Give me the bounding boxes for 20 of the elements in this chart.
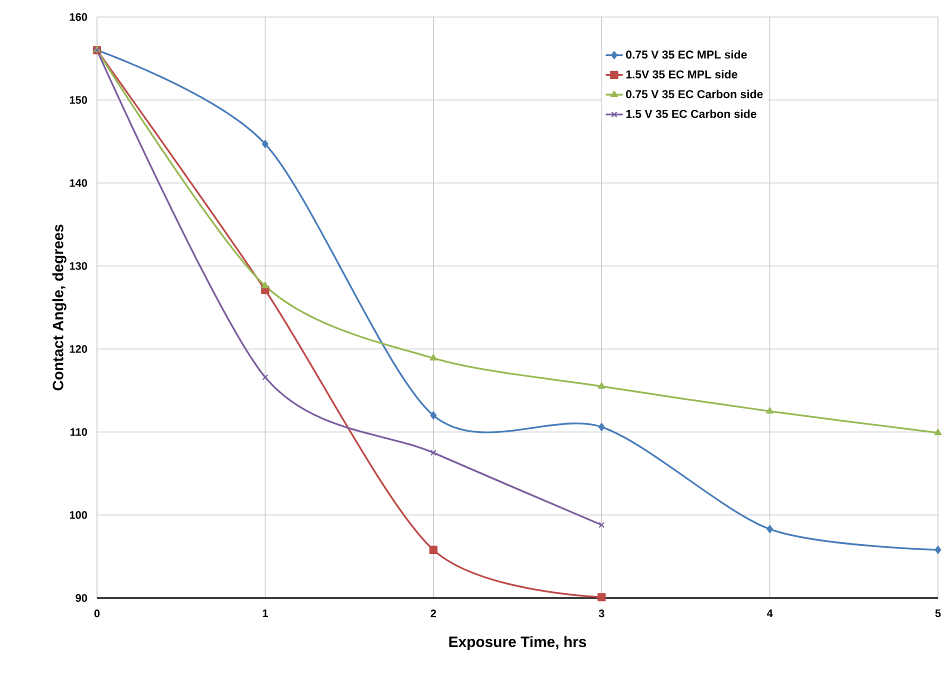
y-tick-label: 120: [70, 345, 88, 353]
y-tick-label: 140: [70, 179, 88, 187]
legend-label: 0.75 V 35 EC MPL side: [626, 50, 747, 59]
y-tick-label: 90: [76, 594, 88, 602]
x-tick-label: 3: [598, 610, 604, 618]
x-tick-label: 2: [430, 610, 436, 618]
x-axis-title: Exposure Time, hrs: [449, 636, 586, 650]
y-tick-label: 160: [70, 13, 88, 21]
legend-label: 0.75 V 35 EC Carbon side: [626, 90, 763, 98]
y-tick-label: 100: [70, 511, 88, 519]
x-tick-label: 1: [262, 610, 268, 618]
x-tick-label: 4: [766, 610, 773, 618]
legend-label: 1.5V 35 EC MPL side: [626, 70, 738, 78]
y-tick-label: 110: [70, 428, 88, 436]
y-tick-label: 130: [70, 262, 88, 270]
y-tick-label: 150: [70, 96, 88, 104]
y-axis-title: Contact Angle, degrees: [52, 224, 66, 390]
legend-label: 1.5 V 35 EC Carbon side: [626, 110, 756, 118]
x-tick-label: 0: [94, 610, 100, 618]
x-tick-label: 5: [935, 610, 941, 618]
